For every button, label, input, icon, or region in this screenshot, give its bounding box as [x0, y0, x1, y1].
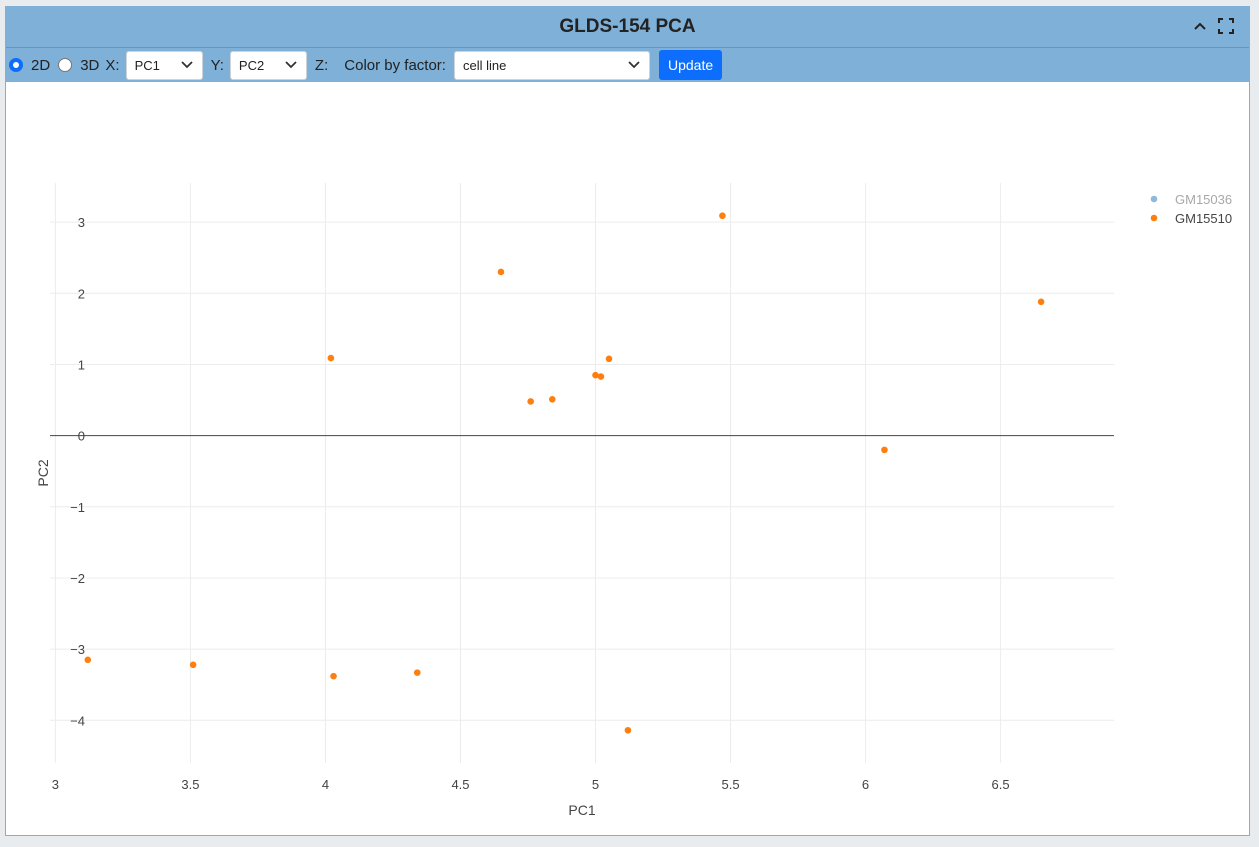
- legend-entry[interactable]: GM15036: [1175, 192, 1232, 207]
- expand-icon[interactable]: [1217, 17, 1235, 35]
- data-point: [719, 212, 726, 220]
- x-axis-title: PC1: [568, 802, 595, 818]
- data-point: [548, 396, 556, 403]
- data-point: [413, 669, 421, 676]
- panel-title: GLDS-154 PCA: [559, 16, 696, 37]
- y-tick-label: −1: [70, 500, 85, 515]
- data-point: [881, 446, 888, 454]
- data-point: [592, 371, 599, 379]
- legend-marker[interactable]: [1150, 195, 1158, 203]
- y-tick-label: 3: [78, 215, 85, 230]
- chevron-down-icon: [180, 61, 193, 69]
- y-tick-label: −2: [70, 571, 85, 586]
- legend-marker[interactable]: [1150, 214, 1158, 222]
- color-factor-select-value: cell line: [462, 57, 507, 73]
- x-tick-label: 3: [52, 777, 59, 792]
- data-point: [527, 398, 534, 405]
- y-tick-label: −3: [70, 642, 85, 657]
- x-tick-label: 5: [592, 777, 599, 792]
- update-button[interactable]: Update: [658, 50, 723, 80]
- radio-3d[interactable]: [58, 58, 73, 72]
- x-tick-label: 3.5: [181, 777, 199, 792]
- color-factor-label: Color by factor:: [344, 56, 446, 74]
- x-tick-label: 4.5: [451, 777, 469, 792]
- x-tick-label: 5.5: [721, 777, 739, 792]
- x-tick-label: 4: [322, 777, 329, 792]
- x-axis-label: X:: [105, 56, 120, 74]
- data-point: [327, 354, 335, 362]
- data-point: [624, 726, 632, 734]
- x-tick-label: 6: [862, 777, 869, 792]
- data-point: [189, 661, 197, 669]
- y-tick-label: 1: [78, 357, 85, 372]
- y-axis-title: PC2: [35, 459, 51, 486]
- y-tick-label: −4: [70, 713, 85, 728]
- radio-3d-label: 3D: [80, 56, 100, 74]
- x-axis-select-value: PC1: [134, 57, 160, 73]
- data-point: [597, 373, 605, 380]
- x-axis-select[interactable]: PC1: [125, 50, 203, 80]
- radio-2d[interactable]: [9, 58, 23, 72]
- chevron-down-icon: [628, 61, 640, 69]
- radio-2d-label: 2D: [31, 56, 51, 74]
- data-point: [605, 355, 613, 363]
- legend-entry[interactable]: GM15510: [1175, 211, 1232, 226]
- y-tick-label: 0: [78, 429, 85, 444]
- panel-header: GLDS-154 PCA: [6, 7, 1249, 48]
- data-point: [1037, 298, 1045, 306]
- z-axis-label: Z:: [314, 56, 329, 74]
- y-axis-select[interactable]: PC2: [229, 50, 307, 80]
- color-factor-select[interactable]: cell line: [453, 50, 650, 80]
- chevron-down-icon: [285, 61, 297, 69]
- y-tick-label: 2: [78, 286, 85, 301]
- pca-panel: GLDS-154 PCA 2D 3D X: PC1 Y: PC2 Z: C: [5, 6, 1250, 836]
- y-axis-select-value: PC2: [238, 57, 265, 73]
- y-axis-label: Y:: [210, 56, 224, 74]
- data-point: [330, 672, 337, 680]
- pca-scatter-plot[interactable]: 3 3.5 4 4.5 5 5.5 6 6.5 3 2 1 0 −1 −2 −3 −4 PC1 PC2 GM1503…: [6, 83, 1249, 835]
- chevron-up-icon[interactable]: [1191, 17, 1209, 35]
- x-tick-label: 6.5: [992, 777, 1010, 792]
- data-point: [84, 656, 92, 664]
- data-point: [497, 268, 505, 276]
- plot-toolbar: 2D 3D X: PC1 Y: PC2 Z: Color by factor: …: [6, 48, 1249, 82]
